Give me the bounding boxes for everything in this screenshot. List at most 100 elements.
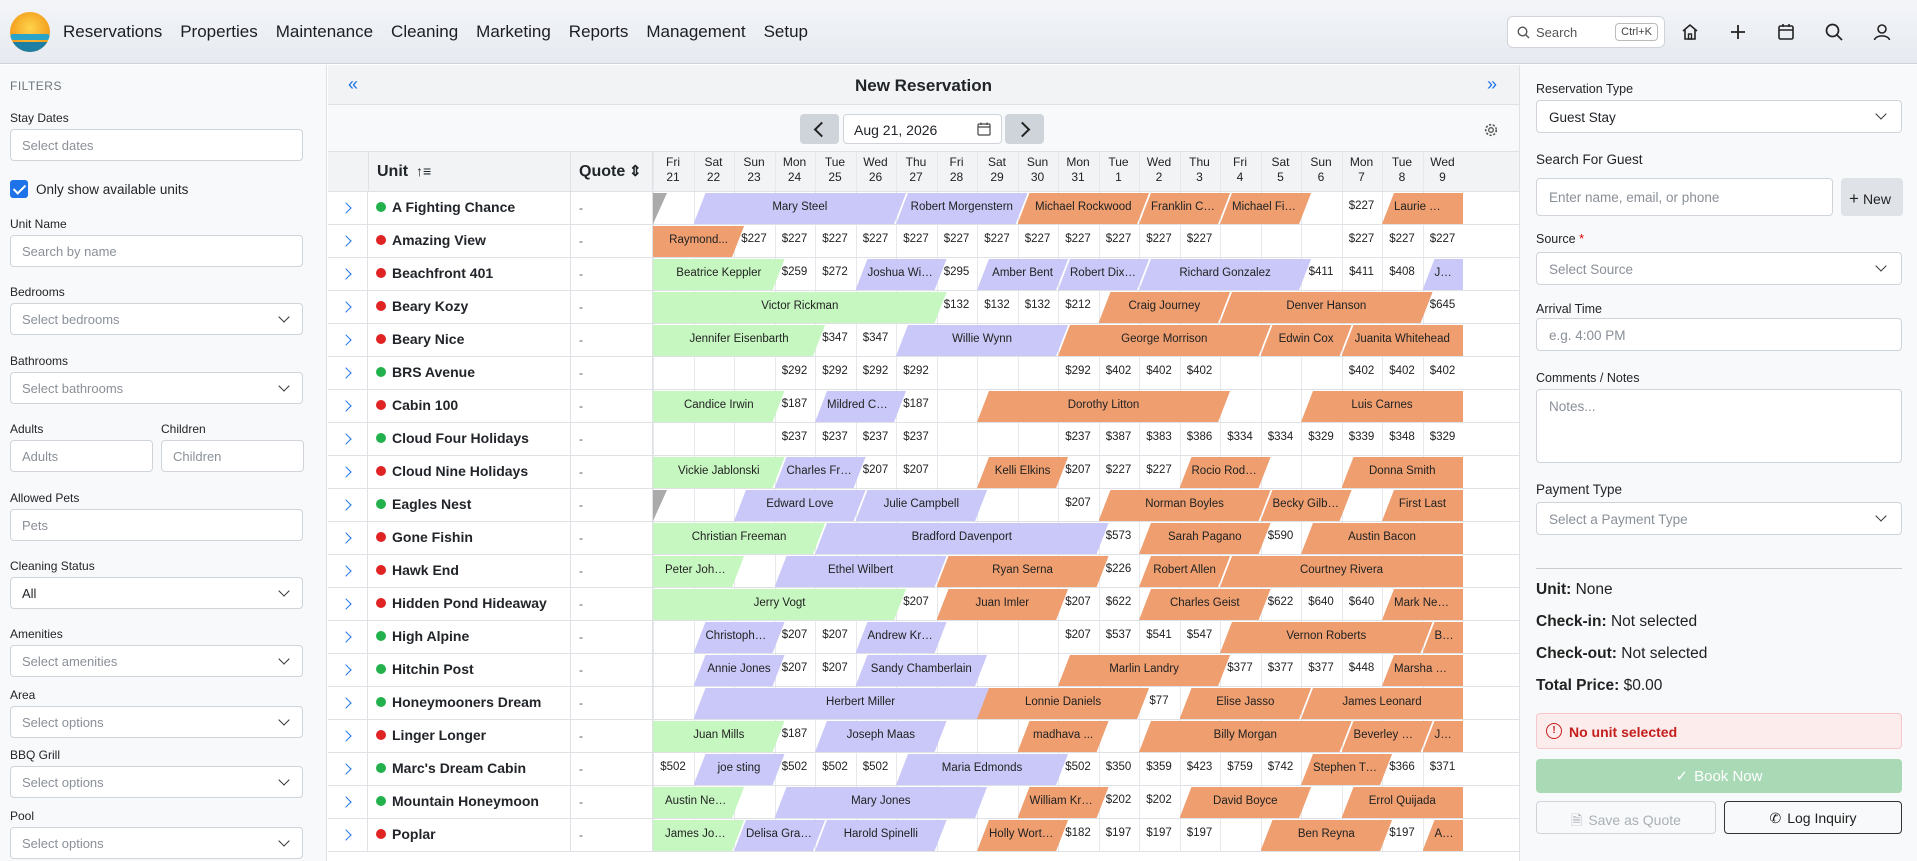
reservation-block[interactable]: Mildred Carl... (815, 391, 906, 422)
expand-row-icon[interactable] (328, 753, 368, 785)
unit-name-cell[interactable]: Mountain Honeymoon (368, 786, 571, 818)
nightly-price[interactable]: $348 (1389, 431, 1415, 443)
nightly-price[interactable]: $622 (1267, 596, 1294, 608)
unit-row[interactable]: Beachfront 401 - $259 $272 $295 $411 $411 $408 B… (328, 258, 1519, 291)
unit-name-input[interactable]: Search by name (10, 235, 303, 267)
reservation-block[interactable]: Robert Allen (1139, 556, 1230, 587)
unit-name-cell[interactable]: Hidden Pond Hideaway (368, 588, 571, 620)
unit-name-cell[interactable]: High Alpine (368, 621, 571, 653)
reservation-block[interactable]: Mary Steel (694, 193, 907, 224)
reservation-block[interactable]: Franklin Cam... (1139, 193, 1230, 224)
nightly-price[interactable]: $295 (943, 266, 970, 278)
reservation-block[interactable]: Julie Campbell (856, 490, 988, 521)
nightly-price[interactable]: $132 (984, 299, 1010, 311)
nightly-price[interactable]: $182 (1065, 827, 1091, 839)
nightly-price[interactable]: $207 (781, 662, 808, 674)
nightly-price[interactable]: $197 (1146, 827, 1172, 839)
expand-row-icon[interactable] (328, 324, 368, 356)
nightly-price[interactable]: $132 (1024, 299, 1051, 311)
reservation-block[interactable]: Harold Spinelli (815, 820, 947, 851)
reservation-block[interactable]: Juan Mills (653, 721, 785, 752)
reservation-block[interactable]: Sarah Pagano (1139, 523, 1271, 554)
date-picker-input[interactable]: Aug 21, 2026 (843, 114, 1002, 144)
nightly-price[interactable]: $227 (862, 233, 889, 245)
bathrooms-select[interactable]: Select bathrooms (10, 372, 303, 404)
reservation-block[interactable]: Joseph Maas (815, 721, 947, 752)
unit-row[interactable]: Linger Longer - $187 Juan Mills Joseph Maas m… (328, 720, 1519, 753)
reservation-block[interactable]: James Johns... (653, 820, 744, 851)
nightly-price[interactable]: $448 (1348, 662, 1375, 674)
reservation-block[interactable]: Craig Journey (1099, 292, 1231, 323)
nightly-price[interactable]: $411 (1308, 266, 1334, 278)
nightly-price[interactable]: $227 (1105, 233, 1132, 245)
nightly-price[interactable]: $272 (822, 266, 848, 278)
reservation-block[interactable]: Billy Morgan (1139, 721, 1352, 752)
nightly-price[interactable]: $207 (822, 662, 848, 674)
guest-search-input[interactable]: Enter name, email, or phone (1536, 178, 1833, 216)
nightly-price[interactable]: $334 (1267, 431, 1294, 443)
unit-row[interactable]: Cloud Nine Holidays - $207 $207 $207 $227 $227… (328, 456, 1519, 489)
reservation-block[interactable]: Vernon Roberts (1220, 622, 1433, 653)
reservation-block[interactable]: Raymond... (653, 226, 744, 257)
reservation-block[interactable]: William Kress (1018, 787, 1109, 818)
nightly-price[interactable]: $227 (1389, 233, 1415, 245)
nightly-price[interactable]: $402 (1389, 365, 1415, 377)
user-icon[interactable] (1872, 22, 1892, 42)
nightly-price[interactable]: $502 (822, 761, 848, 773)
unit-row[interactable]: Cloud Four Holidays - $237 $237 $237 $237 $237… (328, 423, 1519, 456)
nightly-price[interactable]: $197 (1389, 827, 1415, 839)
reservation-block[interactable]: Beatrice Keppler (653, 259, 785, 290)
nightly-price[interactable]: $742 (1267, 761, 1294, 773)
reservation-block[interactable]: Sandy Chamberlain (856, 655, 988, 686)
nightly-price[interactable]: $377 (1227, 662, 1253, 674)
nightly-price[interactable]: $227 (1186, 233, 1213, 245)
unit-name-cell[interactable]: Beary Kozy (368, 291, 571, 323)
gear-icon[interactable] (1484, 123, 1498, 137)
reservation-block[interactable]: Errol Quijada (1341, 787, 1463, 818)
book-now-button[interactable]: ✓ Book Now (1536, 759, 1902, 793)
reservation-block[interactable]: Robert Morgenstern (896, 193, 1028, 224)
nightly-price[interactable]: $187 (781, 728, 808, 740)
nightly-price[interactable]: $408 (1389, 266, 1415, 278)
nightly-price[interactable]: $227 (1429, 233, 1456, 245)
reservation-block[interactable]: Victor Rickman (653, 292, 947, 323)
unit-name-cell[interactable]: Hawk End (368, 555, 571, 587)
reservation-block[interactable]: Stephen Tran (1301, 754, 1392, 785)
reservation-block[interactable]: Holly Worthi... (977, 820, 1068, 851)
collapse-left-icon[interactable]: « (348, 74, 359, 94)
collapse-right-icon[interactable]: » (1486, 74, 1497, 94)
reservation-block[interactable]: Norman Boyles (1099, 490, 1271, 521)
nightly-price[interactable]: $237 (862, 431, 889, 443)
nightly-price[interactable]: $387 (1105, 431, 1132, 443)
pets-input[interactable]: Pets (10, 509, 303, 541)
unit-name-cell[interactable]: Hitchin Post (368, 654, 571, 686)
nightly-price[interactable]: $197 (1186, 827, 1213, 839)
nightly-price[interactable]: $383 (1146, 431, 1172, 443)
unit-row[interactable]: Beary Kozy - $132 $132 $132 $212 $645 Victor Ri… (328, 291, 1519, 324)
nightly-price[interactable]: $371 (1429, 761, 1456, 773)
reservation-block[interactable]: Herbert Miller (694, 688, 1028, 719)
unit-row[interactable]: Hitchin Post - $207 $207 $377 $377 $377 $448 Ann… (328, 654, 1519, 687)
expand-row-icon[interactable] (328, 522, 368, 554)
quote-column-header[interactable]: Quote ⇕ (571, 152, 653, 192)
nightly-price[interactable]: $237 (1065, 431, 1091, 443)
reservation-block[interactable]: Michael Rockwood (1018, 193, 1150, 224)
nightly-price[interactable]: $640 (1348, 596, 1375, 608)
nightly-price[interactable]: $207 (822, 629, 848, 641)
blocked-day[interactable] (653, 193, 667, 224)
nightly-price[interactable]: $207 (781, 629, 808, 641)
global-search[interactable]: Search Ctrl+K (1507, 16, 1665, 48)
unit-name-cell[interactable]: A Fighting Chance (368, 192, 571, 224)
search-icon[interactable] (1824, 22, 1844, 42)
unit-row[interactable]: Amazing View - $227 $227 $227 $227 $227 $227 $22… (328, 225, 1519, 258)
reservation-block[interactable]: Joann (1422, 259, 1463, 290)
nightly-price[interactable]: $207 (1065, 464, 1091, 476)
calendar-icon[interactable] (1776, 22, 1796, 42)
reservation-block[interactable]: Juan Imler (937, 589, 1069, 620)
reservation-block[interactable]: Mary Jones (775, 787, 988, 818)
reservation-block[interactable]: Edward Love (734, 490, 866, 521)
unit-row[interactable]: Hawk End - $226 Peter Johnson Ethel Wilbert R… (328, 555, 1519, 588)
sort-asc-icon[interactable]: ↑≡ (416, 163, 432, 179)
nightly-price[interactable]: $502 (660, 761, 686, 773)
expand-row-icon[interactable] (328, 654, 368, 686)
